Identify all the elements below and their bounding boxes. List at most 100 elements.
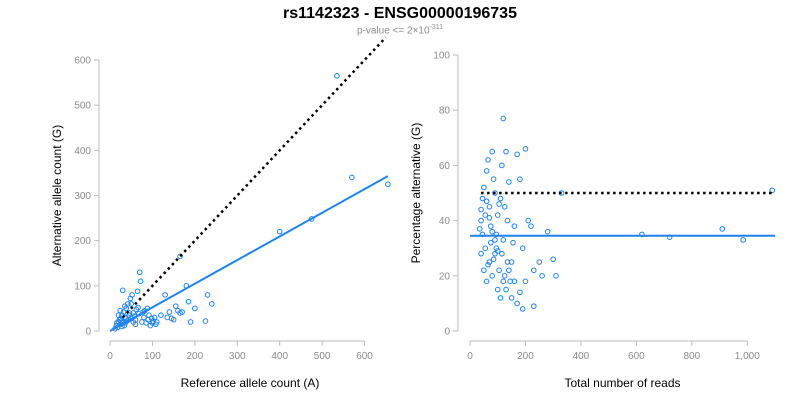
right-data-point <box>496 201 502 207</box>
left-reference-line <box>121 36 387 319</box>
chart-subtitle: p-value <= 2×10-311 <box>0 24 800 36</box>
left-y-tick-label: 600 <box>74 56 91 67</box>
right-data-point <box>487 239 494 246</box>
left-data-point <box>137 278 144 285</box>
right-data-point <box>503 286 509 293</box>
right-y-tick-label: 60 <box>439 161 451 172</box>
left-data-point <box>187 319 194 325</box>
left-x-tick-label: 500 <box>314 351 331 362</box>
right-x-tick-label: 800 <box>683 351 700 362</box>
right-data-point <box>511 223 518 229</box>
left-data-point <box>134 288 141 295</box>
right-data-point <box>508 295 515 301</box>
left-y-tick-label: 500 <box>74 101 91 112</box>
right-x-tick-label: 200 <box>517 351 534 362</box>
right-data-point <box>494 248 501 254</box>
right-y-axis-title: Percentage alternative (G) <box>409 123 423 264</box>
left-data-point <box>166 309 173 315</box>
right-data-point <box>478 206 484 213</box>
left-x-tick-label: 300 <box>229 351 246 362</box>
right-data-point <box>486 204 493 210</box>
right-data-point <box>504 217 511 224</box>
left-y-tick-label: 400 <box>74 146 91 157</box>
left-data-point <box>129 292 135 298</box>
left-y-tick-label: 100 <box>74 281 91 292</box>
left-x-tick-label: 400 <box>271 351 288 362</box>
right-data-point <box>519 245 526 251</box>
left-data-point <box>136 269 143 276</box>
right-data-point <box>494 212 501 218</box>
right-data-point <box>497 195 504 202</box>
right-data-point <box>490 176 497 182</box>
right-y-tick-label: 100 <box>433 51 450 62</box>
left-y-tick-label: 300 <box>74 191 91 202</box>
right-data-point <box>476 226 483 232</box>
right-data-point <box>544 228 551 235</box>
left-data-point <box>132 321 139 328</box>
right-data-point <box>530 303 537 309</box>
right-data-point <box>525 217 532 224</box>
right-data-point <box>517 289 523 296</box>
left-data-point <box>276 228 283 235</box>
left-data-point <box>179 309 185 315</box>
right-data-point <box>485 261 491 268</box>
left-data-point <box>123 315 129 322</box>
right-data-point <box>504 259 511 265</box>
left-data-point <box>172 303 179 309</box>
right-data-point <box>483 278 490 285</box>
left-data-point <box>120 309 127 315</box>
left-data-point <box>209 301 215 307</box>
left-data-point <box>185 298 192 305</box>
left-data-point <box>119 287 126 294</box>
right-data-point <box>503 148 509 155</box>
right-data-point <box>493 245 500 251</box>
left-y-tick-label: 0 <box>85 327 91 338</box>
right-data-point <box>500 115 507 122</box>
chart-title: rs1142323 - ENSG00000196735 <box>283 5 517 22</box>
right-data-point <box>536 259 543 265</box>
left-data-point <box>202 318 209 324</box>
right-data-point <box>496 267 502 274</box>
left-fit-line <box>109 175 389 332</box>
left-data-point <box>204 292 211 298</box>
right-x-tick-label: 0 <box>467 351 473 362</box>
right-data-point <box>483 168 490 174</box>
right-data-point <box>489 228 495 235</box>
right-data-point <box>499 162 505 169</box>
subtitle-base: p-value <= 2×10 <box>356 25 430 37</box>
right-data-point <box>497 295 504 301</box>
left-data-point <box>135 304 141 311</box>
right-data-point <box>492 237 498 243</box>
right-data-point <box>481 267 487 274</box>
left-x-tick-label: 100 <box>144 351 161 362</box>
right-data-point <box>528 223 534 229</box>
right-data-point <box>478 250 484 257</box>
left-data-point <box>130 310 137 316</box>
right-data-point <box>500 278 507 285</box>
right-data-point <box>492 250 498 257</box>
right-data-point <box>553 273 559 279</box>
left-x-tick-label: 600 <box>356 351 373 362</box>
right-data-point <box>489 148 495 155</box>
right-data-point <box>539 273 545 279</box>
right-x-axis-title: Total number of reads <box>564 376 680 390</box>
right-y-tick-label: 20 <box>439 271 451 282</box>
right-data-point <box>506 267 512 274</box>
right-x-tick-label: 400 <box>573 351 590 362</box>
left-data-point <box>117 307 123 314</box>
right-data-point <box>492 190 498 196</box>
right-data-point <box>517 176 523 182</box>
left-x-tick-label: 200 <box>187 351 204 362</box>
left-data-point <box>122 303 128 309</box>
left-data-point <box>158 312 164 318</box>
right-y-tick-label: 0 <box>444 327 450 338</box>
subtitle-exponent: -311 <box>429 24 444 31</box>
right-data-point <box>514 151 520 158</box>
right-y-tick-label: 40 <box>439 216 451 227</box>
right-data-point <box>485 157 491 163</box>
left-x-tick-label: 0 <box>107 351 113 362</box>
left-x-axis-title: Reference allele count (A) <box>181 376 320 390</box>
right-data-point <box>479 195 486 202</box>
right-data-point <box>486 215 493 221</box>
right-data-point <box>501 273 508 279</box>
